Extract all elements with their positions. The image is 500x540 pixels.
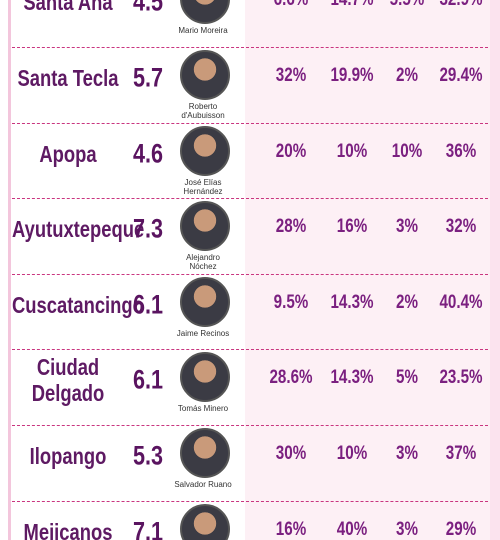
percentage: 3% [396, 518, 418, 540]
row-separator [12, 198, 488, 200]
highlight-panel [245, 0, 490, 540]
percentage: 23.5% [439, 367, 483, 389]
percentage: 16% [336, 216, 368, 238]
percentage: 9.5% [273, 291, 309, 313]
score: 7.1 [132, 516, 164, 540]
municipality: Cuscatancingo [12, 291, 144, 318]
percentage: 32% [275, 65, 307, 86]
score: 4.5 [132, 0, 164, 17]
candidate-name: José Elías Hernández [183, 177, 223, 196]
row-separator [12, 122, 488, 124]
candidate-name: Roberto d'Aubuisson [181, 102, 225, 120]
municipality: Ayutuxtepeque [12, 216, 145, 243]
score: 7.3 [132, 213, 164, 244]
percentage: 36% [445, 140, 477, 162]
score: 6.1 [132, 289, 164, 320]
score: 5.7 [132, 62, 164, 93]
right-border [490, 0, 500, 540]
percentage: 10% [336, 443, 368, 464]
municipality: Apopa [39, 140, 97, 167]
candidate-photo [180, 50, 230, 100]
percentage: 14.3% [330, 291, 374, 313]
percentage: 32.9% [439, 0, 482, 11]
candidate-photo [180, 0, 230, 25]
percentage: 14.3% [330, 367, 374, 389]
row-separator [12, 273, 488, 275]
municipality: Santa Tecla [17, 65, 119, 91]
candidate-name: Tomás Minero [177, 404, 229, 414]
percentage: 3% [396, 443, 418, 464]
municipality: Santa Ana [23, 0, 113, 16]
candidate-photo [180, 201, 230, 252]
percentage: 2% [396, 291, 418, 313]
percentage: 16% [275, 518, 307, 540]
score: 4.6 [132, 138, 164, 169]
percentage: 20% [275, 140, 307, 162]
percentage: 29% [445, 518, 477, 540]
municipality: Ilopango [29, 443, 107, 469]
score: 6.1 [132, 364, 164, 395]
percentage: 6.6% [274, 0, 309, 11]
percentage: 14.7% [330, 0, 373, 11]
percentage: 40.4% [439, 291, 483, 313]
percentage: 19.9% [330, 65, 374, 86]
candidate-name: Jaime Recinos [176, 328, 230, 338]
percentage: 29.4% [439, 65, 483, 86]
percentage: 10% [391, 140, 423, 162]
candidate-name: Mario Moreira [178, 26, 228, 36]
percentage: 40% [336, 518, 368, 540]
percentage: 5.5% [390, 0, 425, 11]
candidate-photo [180, 352, 230, 403]
left-border [8, 0, 11, 540]
row-separator [12, 47, 488, 48]
municipality: Mejicanos [23, 518, 113, 540]
candidate-photo [180, 428, 230, 478]
row-separator [12, 425, 488, 426]
candidate-photo [180, 276, 230, 327]
percentage: 28% [275, 216, 307, 238]
municipality: Ciudad Delgado [31, 354, 105, 407]
percentage: 28.6% [269, 367, 313, 389]
candidate-photo [180, 503, 230, 540]
percentage: 10% [336, 140, 368, 162]
percentage: 2% [396, 65, 418, 86]
score: 5.3 [132, 440, 164, 471]
percentage: 5% [396, 367, 418, 389]
row-separator [12, 349, 488, 351]
row-separator [12, 500, 488, 502]
candidate-name: Alejandro Nóchez [186, 253, 220, 272]
percentage: 32% [445, 216, 477, 238]
percentage: 3% [396, 216, 418, 238]
percentage: 30% [275, 443, 307, 464]
percentage: 37% [445, 443, 477, 464]
candidate-name: Salvador Ruano [174, 480, 232, 489]
candidate-photo [180, 125, 230, 176]
